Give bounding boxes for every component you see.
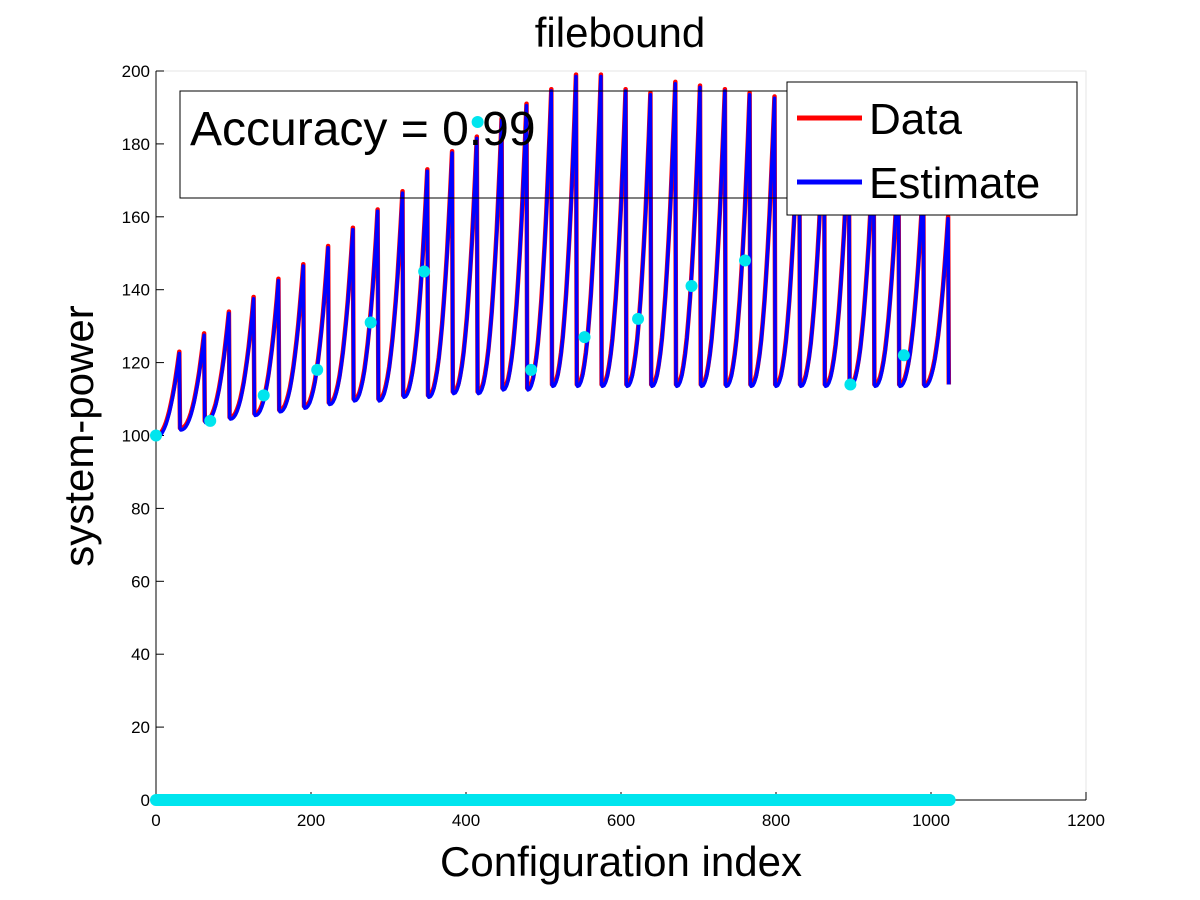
marker-point xyxy=(685,280,698,293)
y-tick-label: 120 xyxy=(122,354,150,373)
x-tick-label: 1200 xyxy=(1067,811,1105,830)
marker-point xyxy=(418,265,431,278)
x-tick-label: 600 xyxy=(607,811,635,830)
marker-point xyxy=(364,316,377,329)
legend-box xyxy=(786,81,1078,216)
y-axis-label: system-power xyxy=(55,305,102,566)
y-tick-label: 200 xyxy=(122,62,150,81)
y-tick-label: 0 xyxy=(141,791,150,810)
x-tick-label: 400 xyxy=(452,811,480,830)
marker-point xyxy=(525,363,538,376)
y-tick-label: 80 xyxy=(131,499,150,518)
y-tick-label: 20 xyxy=(131,718,150,737)
marker-point xyxy=(578,331,591,344)
marker-point xyxy=(632,312,645,325)
y-tick-label: 40 xyxy=(131,645,150,664)
plot-area: 0 20 40 60 80 100 120 140 160 180 200 0 200 400 600 800… xyxy=(122,62,1105,830)
legend-label: Data xyxy=(869,95,962,144)
marker-point xyxy=(739,254,751,267)
estimate-series-line xyxy=(155,74,951,440)
y-tick-label: 160 xyxy=(122,208,150,227)
y-tick-label: 140 xyxy=(122,281,150,300)
marker-point xyxy=(311,363,324,376)
marker-point xyxy=(471,116,484,129)
x-axis-label: Configuration index xyxy=(440,838,802,885)
legend-label: Estimate xyxy=(869,159,1040,208)
y-tick-label: 180 xyxy=(122,135,150,154)
marker-point xyxy=(150,429,162,442)
marker-point xyxy=(204,414,217,427)
marker-point xyxy=(844,378,857,391)
marker-point xyxy=(257,389,270,402)
y-tick-label: 100 xyxy=(122,427,150,446)
chart-title: filebound xyxy=(535,9,705,56)
annotation-text: Accuracy = 0.99 xyxy=(190,103,536,156)
x-tick-label: 800 xyxy=(762,811,790,830)
x-tick-label: 200 xyxy=(297,811,325,830)
x-tick-label: 1000 xyxy=(912,811,950,830)
y-tick-label: 60 xyxy=(131,572,150,591)
marker-point xyxy=(897,349,910,362)
x-tick-label: 0 xyxy=(151,811,160,830)
